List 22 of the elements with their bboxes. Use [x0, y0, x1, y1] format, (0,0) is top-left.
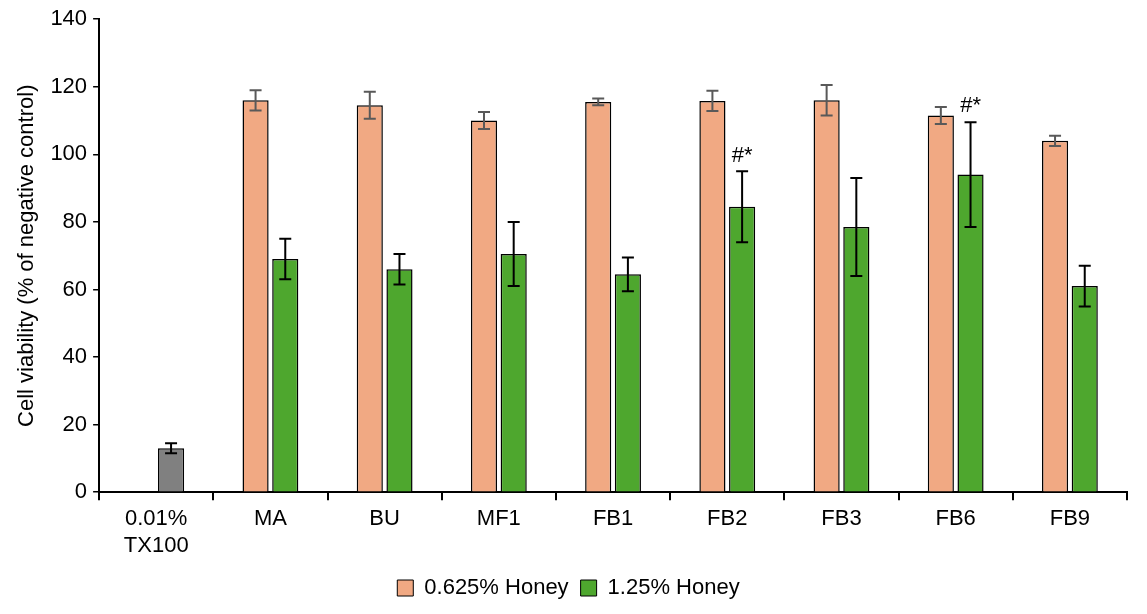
annotation: #* — [960, 91, 982, 117]
x-tick-label: FB9 — [1049, 505, 1091, 531]
y-axis-title: Cell viability (% of negative control) — [13, 84, 39, 427]
y-tick-label: 60 — [62, 275, 88, 301]
y-tick-label: 80 — [62, 207, 88, 233]
x-tick-label: MA — [253, 505, 288, 531]
x-tick-label: FB3 — [821, 505, 862, 531]
x-tick-label: FB2 — [707, 505, 748, 531]
y-tick-label: 140 — [50, 5, 88, 31]
y-tick-label: 0 — [74, 478, 88, 504]
x-tick-label: MF1 — [476, 505, 521, 531]
y-tick-label: 40 — [62, 343, 88, 369]
x-tick-label: FB6 — [935, 505, 976, 531]
y-tick-label: 100 — [50, 140, 88, 166]
y-tick-label: 20 — [62, 410, 88, 436]
x-tick-label: 0.01% TX100 — [123, 505, 189, 557]
y-tick-label: 120 — [50, 72, 88, 98]
legend-label: 0.625% Honey — [424, 574, 569, 600]
annotation: #* — [731, 142, 753, 168]
x-tick-label: BU — [369, 505, 400, 531]
legend-label: 1.25% Honey — [607, 574, 740, 600]
x-tick-label: FB1 — [592, 505, 634, 531]
